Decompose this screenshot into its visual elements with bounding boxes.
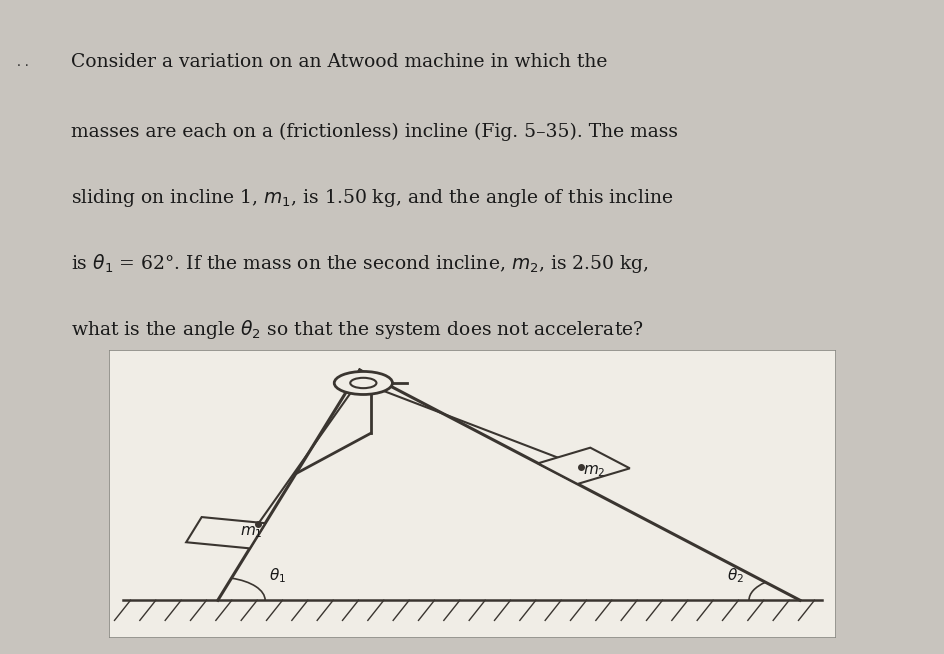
Text: $m_1$: $m_1$ — [240, 524, 262, 540]
Text: . .: . . — [17, 56, 28, 69]
Text: $\theta_1$: $\theta_1$ — [268, 566, 285, 585]
Text: masses are each on a (frictionless) incline (Fig. 5–35). The mass: masses are each on a (frictionless) incl… — [71, 123, 677, 141]
Text: Consider a variation on an Atwood machine in which the: Consider a variation on an Atwood machin… — [71, 53, 607, 71]
Bar — [537, 448, 629, 484]
Text: $\theta_2$: $\theta_2$ — [727, 566, 743, 585]
Text: is $\theta_1$ = 62°. If the mass on the second incline, $m_2$, is 2.50 kg,: is $\theta_1$ = 62°. If the mass on the … — [71, 252, 649, 275]
Text: sliding on incline 1, $m_1$, is 1.50 kg, and the angle of this incline: sliding on incline 1, $m_1$, is 1.50 kg,… — [71, 187, 673, 209]
Text: $m_2$: $m_2$ — [582, 463, 604, 479]
Circle shape — [350, 378, 376, 388]
Circle shape — [334, 371, 392, 394]
Bar — [186, 517, 265, 548]
Text: what is the angle $\theta_2$ so that the system does not accelerate?: what is the angle $\theta_2$ so that the… — [71, 318, 643, 341]
